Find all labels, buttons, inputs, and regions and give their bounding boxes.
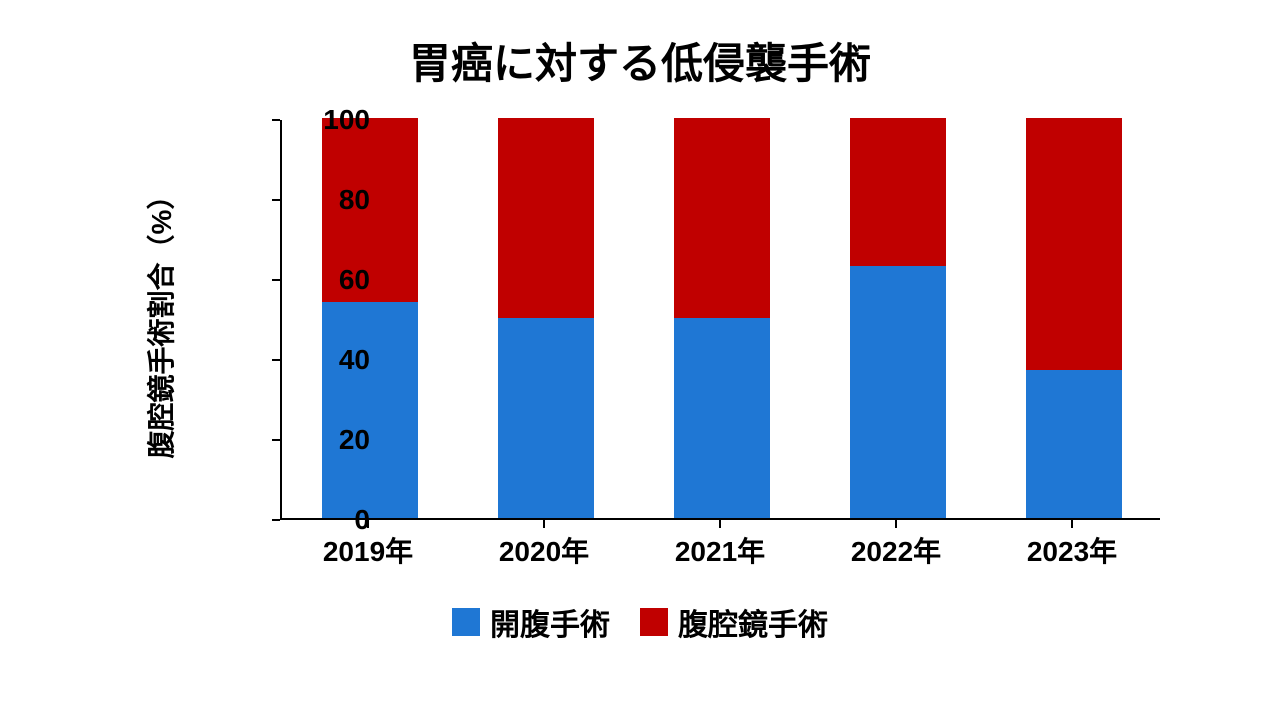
- legend-item: 腹腔鏡手術: [640, 600, 828, 644]
- plot-area: [280, 120, 1160, 520]
- bar-segment: [498, 118, 595, 318]
- y-tick-mark: [272, 199, 280, 201]
- bar-group: [674, 118, 771, 518]
- chart-container: 腹腔鏡手術割合（%） 0204060801002019年2020年2021年20…: [180, 120, 1160, 550]
- chart-title: 胃癌に対する低侵襲手術: [0, 0, 1280, 91]
- legend-swatch: [452, 608, 480, 636]
- bar-group: [1026, 118, 1123, 518]
- bar-segment: [1026, 370, 1123, 518]
- bar-segment: [1026, 118, 1123, 370]
- bar-segment: [850, 118, 947, 266]
- x-tick-mark: [719, 520, 721, 528]
- x-tick-mark: [543, 520, 545, 528]
- legend-label: 腹腔鏡手術: [678, 600, 828, 644]
- x-tick-label: 2021年: [675, 530, 765, 570]
- bar-group: [322, 118, 419, 518]
- bar-segment: [322, 302, 419, 518]
- y-tick-label: 40: [290, 344, 370, 376]
- x-tick-label: 2020年: [499, 530, 589, 570]
- x-tick-label: 2019年: [323, 530, 413, 570]
- y-tick-label: 100: [290, 104, 370, 136]
- bar-segment: [850, 266, 947, 518]
- y-tick-label: 20: [290, 424, 370, 456]
- bar-group: [850, 118, 947, 518]
- x-tick-mark: [367, 520, 369, 528]
- y-tick-label: 80: [290, 184, 370, 216]
- bar-group: [498, 118, 595, 518]
- y-axis-label: 腹腔鏡手術割合（%）: [140, 182, 180, 459]
- x-tick-mark: [895, 520, 897, 528]
- x-tick-label: 2023年: [1027, 530, 1117, 570]
- y-tick-mark: [272, 359, 280, 361]
- y-tick-mark: [272, 439, 280, 441]
- bar-segment: [674, 318, 771, 518]
- y-tick-label: 60: [290, 264, 370, 296]
- y-tick-mark: [272, 119, 280, 121]
- legend-swatch: [640, 608, 668, 636]
- legend-item: 開腹手術: [452, 600, 610, 644]
- bar-segment: [674, 118, 771, 318]
- legend: 開腹手術 腹腔鏡手術: [0, 600, 1280, 644]
- y-tick-mark: [272, 519, 280, 521]
- x-tick-mark: [1071, 520, 1073, 528]
- bar-segment: [498, 318, 595, 518]
- legend-label: 開腹手術: [490, 600, 610, 644]
- x-tick-label: 2022年: [851, 530, 941, 570]
- y-tick-mark: [272, 279, 280, 281]
